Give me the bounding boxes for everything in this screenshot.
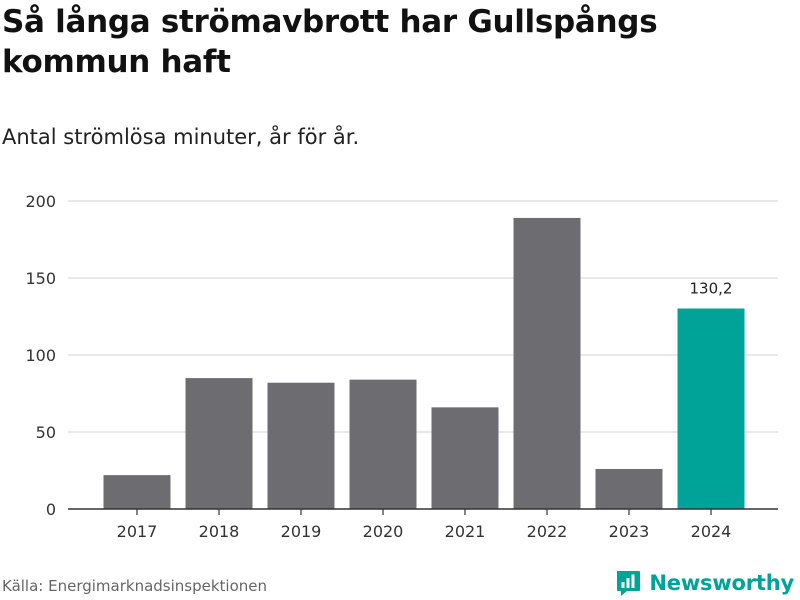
source-note: Källa: Energimarknadsinspektionen [2, 577, 268, 595]
x-tick-label-2020: 2020 [363, 522, 404, 541]
y-axis-ticks: 0 50 100 150 200 [25, 192, 56, 519]
bar-2021 [431, 407, 499, 509]
x-axis-ticks: 2017 2018 2019 2020 2021 2022 2023 2024 [68, 508, 778, 541]
y-tick-label: 0 [46, 500, 56, 519]
chart-title: Så långa strömavbrott har Gullspångs kom… [2, 4, 658, 80]
brand-logo: Newsworthy [615, 569, 794, 597]
y-tick-label: 150 [25, 269, 56, 288]
x-tick-label-2023: 2023 [609, 522, 650, 541]
x-tick-label-2019: 2019 [281, 522, 322, 541]
y-tick-label: 50 [36, 423, 56, 442]
bar-chart-logo-icon [617, 571, 641, 596]
x-tick-label-2022: 2022 [527, 522, 568, 541]
chart-subtitle: Antal strömlösa minuter, år för år. [2, 125, 360, 149]
x-tick-label-2018: 2018 [199, 522, 240, 541]
y-tick-label: 100 [25, 346, 56, 365]
x-tick-label-2017: 2017 [117, 522, 158, 541]
brand-name: Newsworthy [649, 571, 794, 595]
bars [103, 217, 745, 509]
data-labels: 130,2 [690, 279, 733, 297]
y-tick-label: 200 [25, 192, 56, 211]
bar-2024 [677, 308, 745, 509]
bar-2022 [513, 217, 581, 509]
x-tick-label-2021: 2021 [445, 522, 486, 541]
bar-2018 [185, 378, 253, 509]
x-tick-label-2024: 2024 [691, 522, 732, 541]
bar-2019 [267, 382, 335, 509]
bar-2023 [595, 468, 663, 509]
gridlines [68, 200, 778, 433]
data-label-2024: 130,2 [690, 279, 733, 297]
bar-2020 [349, 379, 417, 509]
bar-2017 [103, 475, 171, 509]
